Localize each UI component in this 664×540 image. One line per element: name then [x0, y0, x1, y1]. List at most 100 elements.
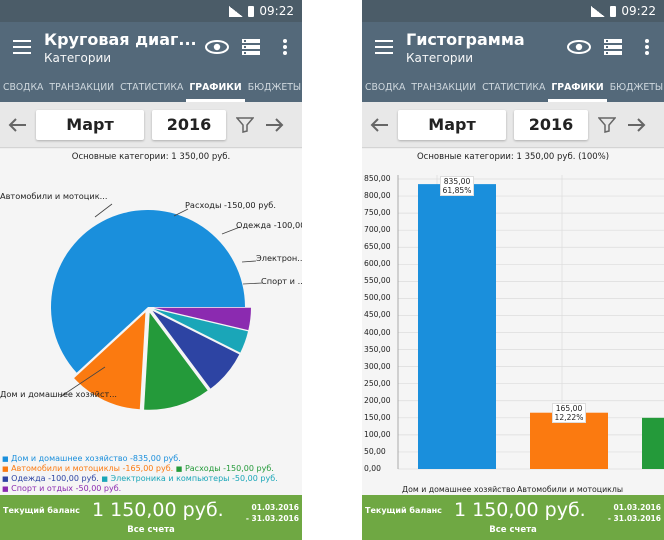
- balance-footer[interactable]: Текущий баланс 1 150,00 руб. 01.03.2016 …: [0, 495, 302, 540]
- period-filter: Март 2016: [362, 102, 664, 148]
- slice-label: Автомобили и мотоцик...: [0, 191, 108, 201]
- balance-label: Текущий баланс: [365, 506, 442, 515]
- leader-line: [59, 366, 106, 398]
- legend-item: Дом и домашнее хозяйство -835,00 руб.: [11, 454, 181, 463]
- date-range: 01.03.2016 - 31.03.2016: [246, 502, 299, 524]
- balance-label: Текущий баланс: [3, 506, 80, 515]
- y-tick-label: 600,00: [364, 259, 391, 269]
- month-selector[interactable]: Март: [36, 109, 144, 140]
- legend-item: Расходы -150,00 руб.: [184, 464, 274, 473]
- leader-line: [241, 260, 257, 263]
- accounts-label: Все счета: [127, 525, 175, 535]
- battery-icon: [248, 5, 255, 17]
- y-tick-label: 500,00: [364, 293, 391, 303]
- date-from: 01.03.2016: [613, 503, 661, 512]
- y-tick-label: 750,00: [364, 208, 391, 218]
- menu-icon[interactable]: [362, 40, 406, 54]
- y-tick-label: 450,00: [364, 310, 391, 320]
- pie-chart: [50, 203, 263, 410]
- status-bar: 09:22: [362, 0, 664, 22]
- slice-label: Расходы -150,00 руб.: [185, 200, 276, 210]
- arrow-left-icon[interactable]: [364, 117, 394, 133]
- tab-budgets[interactable]: БЮДЖЕТЫ: [609, 81, 664, 93]
- tab-bar: СВОДКА ТРАНЗАКЦИИ СТАТИСТИКА ГРАФИКИ БЮД…: [0, 72, 302, 102]
- status-bar: 09:22: [0, 0, 302, 22]
- y-tick-label: 50,00: [364, 446, 386, 456]
- tab-summary[interactable]: СВОДКА: [3, 81, 44, 93]
- arrow-right-icon[interactable]: [622, 117, 652, 133]
- slice-label: Спорт и ...: [261, 276, 302, 286]
- leader-line: [221, 226, 241, 235]
- slice-label: Электрон...: [256, 253, 302, 263]
- y-tick-label: 400,00: [364, 327, 391, 337]
- month-selector[interactable]: Март: [398, 109, 506, 140]
- tab-summary[interactable]: СВОДКА: [365, 81, 406, 93]
- legend-item: Одежда -100,00 руб.: [11, 474, 99, 483]
- tab-transactions[interactable]: ТРАНЗАКЦИИ: [411, 81, 477, 93]
- pie-chart-area: Основные категории: 1 350,00 руб. Автомо…: [0, 149, 302, 495]
- arrow-right-icon[interactable]: [260, 117, 290, 133]
- bar-data-label: 165,00 12,22%: [552, 402, 586, 423]
- year-selector[interactable]: 2016: [152, 109, 226, 140]
- legend-marker: ■: [2, 455, 9, 463]
- arrow-left-icon[interactable]: [2, 117, 32, 133]
- accounts-label: Все счета: [489, 525, 537, 535]
- bar-chart: [397, 175, 664, 470]
- pie-slice: [50, 210, 246, 373]
- status-time: 09:22: [259, 4, 294, 18]
- tab-charts[interactable]: ГРАФИКИ: [548, 72, 606, 102]
- y-tick-label: 800,00: [364, 191, 391, 201]
- chart-title: Основные категории: 1 350,00 руб.: [71, 152, 231, 162]
- app-bar: Гистограмма Категории: [362, 22, 664, 72]
- data-label-value: 165,00: [555, 403, 583, 413]
- x-tick-label: Дом и домашнее хозяйство: [402, 485, 516, 494]
- y-tick-label: 650,00: [364, 242, 391, 252]
- pie-slice: [74, 312, 146, 410]
- chart-title: Основные категории: 1 350,00 руб. (100%): [416, 152, 610, 162]
- bar-chart-screen: 09:22 Гистограмма Категории СВОДКА ТРАНЗ…: [362, 0, 664, 540]
- legend-item: Автомобили и мотоциклы -165,00 руб.: [11, 464, 174, 473]
- signal-icon: [591, 5, 606, 17]
- tab-transactions[interactable]: ТРАНЗАКЦИИ: [49, 81, 115, 93]
- leader-line: [94, 203, 113, 218]
- pie-slice: [153, 309, 249, 353]
- date-from: 01.03.2016: [251, 503, 299, 512]
- app-bar: Круговая диаг... Категории: [0, 22, 302, 72]
- status-time: 09:22: [621, 4, 656, 18]
- more-options-icon[interactable]: [630, 39, 664, 55]
- eye-icon[interactable]: [562, 40, 596, 54]
- tab-bar: СВОДКА ТРАНЗАКЦИИ СТАТИСТИКА ГРАФИКИ БЮД…: [362, 72, 664, 102]
- filter-icon[interactable]: [592, 116, 622, 133]
- eye-icon[interactable]: [200, 40, 234, 54]
- list-view-icon[interactable]: [234, 39, 268, 55]
- balance-footer[interactable]: Текущий баланс 1 150,00 руб. 01.03.2016 …: [362, 495, 664, 540]
- pie-slice: [152, 310, 240, 389]
- bar-data-label: 835,00 61,85%: [440, 176, 474, 197]
- more-options-icon[interactable]: [268, 39, 302, 55]
- x-tick-label: Автомобили и мотоциклы: [517, 485, 624, 494]
- tab-charts[interactable]: ГРАФИКИ: [186, 72, 244, 102]
- date-to: - 31.03.2016: [607, 514, 661, 523]
- balance-value: 1 150,00 руб.: [92, 499, 224, 521]
- menu-icon[interactable]: [0, 40, 44, 54]
- data-label-percent: 12,22%: [554, 412, 584, 422]
- y-tick-label: 700,00: [364, 225, 391, 235]
- y-tick-label: 100,00: [364, 429, 391, 439]
- legend-item: Спорт и отдых -50,00 руб.: [11, 484, 122, 493]
- legend-marker: ■: [2, 475, 9, 483]
- period-filter: Март 2016: [0, 102, 302, 148]
- tab-statistics[interactable]: СТАТИСТИКА: [120, 81, 184, 93]
- y-tick-label: 250,00: [364, 378, 391, 388]
- pie-chart-screen: 09:22 Круговая диаг... Категории СВОДКА …: [0, 0, 302, 540]
- filter-icon[interactable]: [230, 116, 260, 133]
- date-range: 01.03.2016 - 31.03.2016: [608, 502, 661, 524]
- signal-icon: [229, 5, 244, 17]
- battery-icon: [610, 5, 617, 17]
- tab-budgets[interactable]: БЮДЖЕТЫ: [247, 81, 302, 93]
- year-selector[interactable]: 2016: [514, 109, 588, 140]
- legend-marker: ■: [175, 465, 183, 473]
- bar: [642, 417, 664, 469]
- y-tick-label: 200,00: [364, 395, 391, 405]
- tab-statistics[interactable]: СТАТИСТИКА: [482, 81, 546, 93]
- list-view-icon[interactable]: [596, 39, 630, 55]
